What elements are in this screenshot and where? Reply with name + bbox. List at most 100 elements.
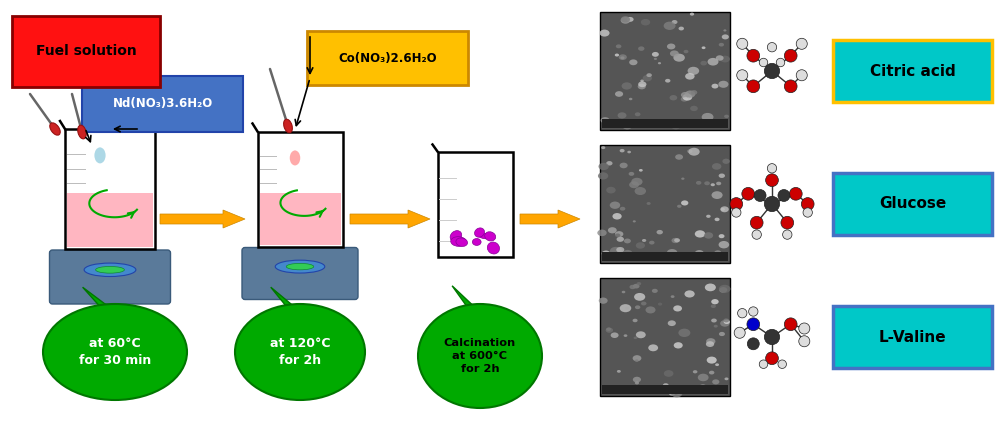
Circle shape — [731, 208, 740, 217]
Ellipse shape — [705, 215, 710, 218]
Ellipse shape — [645, 307, 655, 313]
Ellipse shape — [674, 154, 682, 160]
Ellipse shape — [634, 305, 640, 309]
Circle shape — [746, 49, 759, 62]
Ellipse shape — [95, 266, 124, 273]
Ellipse shape — [671, 20, 677, 24]
Ellipse shape — [683, 50, 688, 53]
Circle shape — [766, 42, 776, 52]
Ellipse shape — [626, 17, 633, 22]
Ellipse shape — [275, 260, 324, 273]
Ellipse shape — [620, 16, 629, 22]
Ellipse shape — [651, 289, 657, 293]
Circle shape — [736, 38, 747, 49]
FancyArrow shape — [520, 210, 580, 228]
Ellipse shape — [617, 112, 626, 119]
Ellipse shape — [616, 248, 622, 251]
Bar — [602, 385, 727, 394]
Ellipse shape — [688, 148, 699, 156]
Ellipse shape — [664, 79, 670, 83]
Circle shape — [758, 58, 767, 67]
Polygon shape — [96, 148, 103, 154]
Ellipse shape — [606, 161, 612, 165]
Ellipse shape — [694, 230, 704, 237]
Ellipse shape — [623, 334, 627, 337]
Ellipse shape — [632, 377, 640, 382]
Circle shape — [753, 190, 765, 201]
Ellipse shape — [640, 301, 646, 305]
Circle shape — [758, 360, 767, 368]
Ellipse shape — [666, 249, 677, 257]
FancyBboxPatch shape — [307, 31, 467, 85]
Ellipse shape — [718, 332, 724, 336]
Polygon shape — [292, 151, 298, 156]
Ellipse shape — [705, 338, 715, 345]
Ellipse shape — [636, 282, 641, 285]
Ellipse shape — [622, 250, 632, 257]
Ellipse shape — [689, 106, 697, 111]
Ellipse shape — [701, 113, 713, 121]
Ellipse shape — [640, 80, 643, 82]
Ellipse shape — [638, 81, 646, 87]
Ellipse shape — [637, 84, 645, 89]
Circle shape — [741, 187, 754, 200]
Ellipse shape — [627, 151, 631, 153]
Ellipse shape — [715, 181, 720, 185]
Ellipse shape — [648, 241, 654, 245]
Ellipse shape — [598, 172, 608, 179]
Ellipse shape — [619, 163, 627, 168]
Circle shape — [765, 174, 777, 187]
Ellipse shape — [703, 232, 712, 239]
Ellipse shape — [670, 389, 682, 397]
Circle shape — [746, 80, 759, 93]
Ellipse shape — [670, 122, 680, 129]
Circle shape — [798, 336, 809, 347]
Ellipse shape — [706, 357, 716, 364]
Ellipse shape — [638, 169, 642, 172]
Ellipse shape — [666, 44, 675, 50]
FancyBboxPatch shape — [832, 173, 991, 235]
Ellipse shape — [710, 183, 714, 186]
Ellipse shape — [703, 181, 709, 185]
Ellipse shape — [718, 287, 726, 293]
Ellipse shape — [77, 125, 86, 139]
Circle shape — [737, 309, 746, 318]
Ellipse shape — [673, 342, 682, 349]
Ellipse shape — [625, 307, 629, 310]
Text: at 120°C
for 2h: at 120°C for 2h — [270, 337, 330, 367]
Ellipse shape — [620, 17, 630, 24]
Ellipse shape — [634, 112, 640, 116]
Circle shape — [798, 323, 809, 334]
Ellipse shape — [715, 55, 723, 61]
Ellipse shape — [718, 285, 730, 293]
Ellipse shape — [616, 237, 623, 242]
Ellipse shape — [704, 284, 715, 291]
Ellipse shape — [680, 92, 689, 98]
Text: at 60°C
for 30 min: at 60°C for 30 min — [79, 337, 151, 367]
Ellipse shape — [693, 386, 697, 388]
Circle shape — [751, 230, 760, 239]
Ellipse shape — [669, 95, 677, 100]
Ellipse shape — [597, 229, 606, 236]
Ellipse shape — [700, 61, 706, 65]
Ellipse shape — [622, 123, 632, 129]
Ellipse shape — [723, 114, 728, 118]
Ellipse shape — [484, 232, 495, 241]
Text: L-Valine: L-Valine — [878, 329, 946, 344]
FancyBboxPatch shape — [257, 131, 342, 246]
Ellipse shape — [43, 304, 187, 400]
Circle shape — [777, 360, 785, 368]
Ellipse shape — [634, 293, 645, 301]
Ellipse shape — [417, 304, 542, 408]
Bar — [600, 145, 729, 263]
Ellipse shape — [455, 238, 467, 246]
Ellipse shape — [711, 163, 721, 170]
Circle shape — [766, 164, 776, 173]
Ellipse shape — [713, 250, 721, 255]
Ellipse shape — [476, 232, 488, 239]
Ellipse shape — [615, 45, 621, 48]
Ellipse shape — [668, 391, 674, 396]
Circle shape — [763, 196, 779, 212]
Ellipse shape — [601, 251, 610, 257]
Ellipse shape — [629, 285, 635, 289]
